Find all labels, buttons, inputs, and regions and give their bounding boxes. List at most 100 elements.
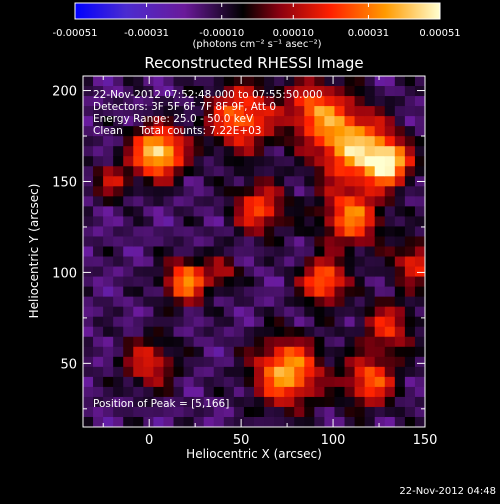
heatmap-cell (314, 296, 326, 308)
heatmap-cell (173, 336, 185, 348)
heatmap-cell (163, 316, 175, 328)
heatmap-cell (364, 356, 376, 368)
heatmap-cell (314, 76, 326, 87)
heatmap-cell (233, 186, 245, 197)
heatmap-cell (294, 176, 305, 187)
heatmap-cell (374, 396, 386, 408)
heatmap-cell (163, 156, 175, 167)
heatmap-cell (364, 166, 376, 177)
heatmap-cell (213, 136, 225, 147)
heatmap-cell (143, 96, 155, 107)
heatmap-cell (354, 286, 366, 298)
heatmap-cell (153, 86, 165, 97)
colorbar-tick-label: -0.00051 (53, 28, 98, 39)
heatmap-cell (334, 266, 346, 278)
heatmap-cell (223, 366, 235, 378)
heatmap-cell (314, 366, 326, 378)
heatmap-cell (324, 216, 336, 228)
heatmap-cell (83, 126, 94, 137)
heatmap-cell (414, 206, 425, 217)
heatmap-cell (264, 146, 275, 157)
heatmap-cell (334, 166, 346, 177)
heatmap-cell (394, 96, 406, 107)
heatmap-cell (314, 276, 326, 288)
heatmap-cell (294, 336, 305, 348)
heatmap-cell (163, 346, 175, 358)
heatmap-cell (354, 176, 366, 187)
heatmap-cell (103, 186, 114, 197)
heatmap-cell (414, 406, 425, 418)
heatmap-cell (243, 76, 255, 87)
heatmap-cell (83, 196, 94, 207)
heatmap-cell (113, 256, 124, 268)
heatmap-cell (324, 246, 336, 258)
heatmap-cell (264, 266, 275, 278)
heatmap-cell (354, 86, 366, 97)
heatmap-cell (384, 206, 396, 217)
heatmap-cell (233, 176, 245, 187)
heatmap-cell (294, 356, 305, 368)
heatmap-cell (344, 226, 356, 238)
heatmap-cell (123, 146, 134, 157)
heatmap-cell (143, 86, 155, 97)
heatmap-cell (103, 126, 114, 137)
heatmap-cell (294, 306, 305, 318)
heatmap-cell (103, 306, 114, 318)
heatmap-cell (183, 136, 195, 147)
annotation-detectors: Detectors: 3F 5F 6F 7F 8F 9F, Att 0 (93, 101, 276, 113)
heatmap-cell (354, 296, 366, 308)
heatmap-cell (404, 306, 416, 318)
heatmap-cell (264, 206, 275, 217)
heatmap-cell (183, 86, 195, 97)
heatmap-cell (274, 306, 285, 318)
heatmap-cell (374, 176, 386, 187)
heatmap-cell (364, 336, 376, 348)
heatmap-cell (354, 206, 366, 217)
heatmap-cell (404, 156, 416, 167)
heatmap-cell (193, 106, 205, 117)
heatmap-cell (93, 286, 104, 298)
heatmap-cell (324, 386, 336, 398)
heatmap-cell (304, 406, 315, 418)
heatmap-cell (264, 226, 275, 238)
heatmap-cell (183, 416, 195, 427)
heatmap-cell (233, 356, 245, 368)
heatmap-cell (304, 206, 315, 217)
heatmap-cell (364, 386, 376, 398)
heatmap-cell (123, 336, 134, 348)
heatmap-cell (243, 116, 255, 127)
heatmap-cell (123, 286, 134, 298)
heatmap-cell (133, 396, 144, 408)
heatmap-cell (243, 246, 255, 258)
heatmap-cell (123, 176, 134, 187)
heatmap-cell (354, 236, 366, 248)
heatmap-cell (93, 276, 104, 288)
heatmap-cell (243, 196, 255, 207)
heatmap-cell (364, 296, 376, 308)
heatmap-cell (243, 226, 255, 238)
heatmap-cell (233, 286, 245, 298)
heatmap-cell (173, 316, 185, 328)
heatmap-cell (314, 326, 326, 338)
heatmap-cell (173, 76, 185, 87)
heatmap-cell (324, 326, 336, 338)
heatmap-cell (213, 346, 225, 358)
heatmap-cell (243, 96, 255, 107)
heatmap-cell (213, 176, 225, 187)
heatmap-cell (193, 306, 205, 318)
heatmap-cell (183, 286, 195, 298)
heatmap-cell (394, 236, 406, 248)
heatmap-cell (183, 326, 195, 338)
heatmap-cell (153, 266, 165, 278)
heatmap-cell (203, 396, 215, 408)
heatmap-cell (384, 226, 396, 238)
heatmap-cell (83, 116, 94, 127)
heatmap-cell (113, 286, 124, 298)
heatmap-cell (404, 356, 416, 368)
heatmap-cell (264, 346, 275, 358)
heatmap-cell (294, 166, 305, 177)
heatmap-cell (404, 276, 416, 288)
heatmap-cell (153, 356, 165, 368)
heatmap-cell (254, 346, 265, 358)
heatmap-cell (404, 266, 416, 278)
